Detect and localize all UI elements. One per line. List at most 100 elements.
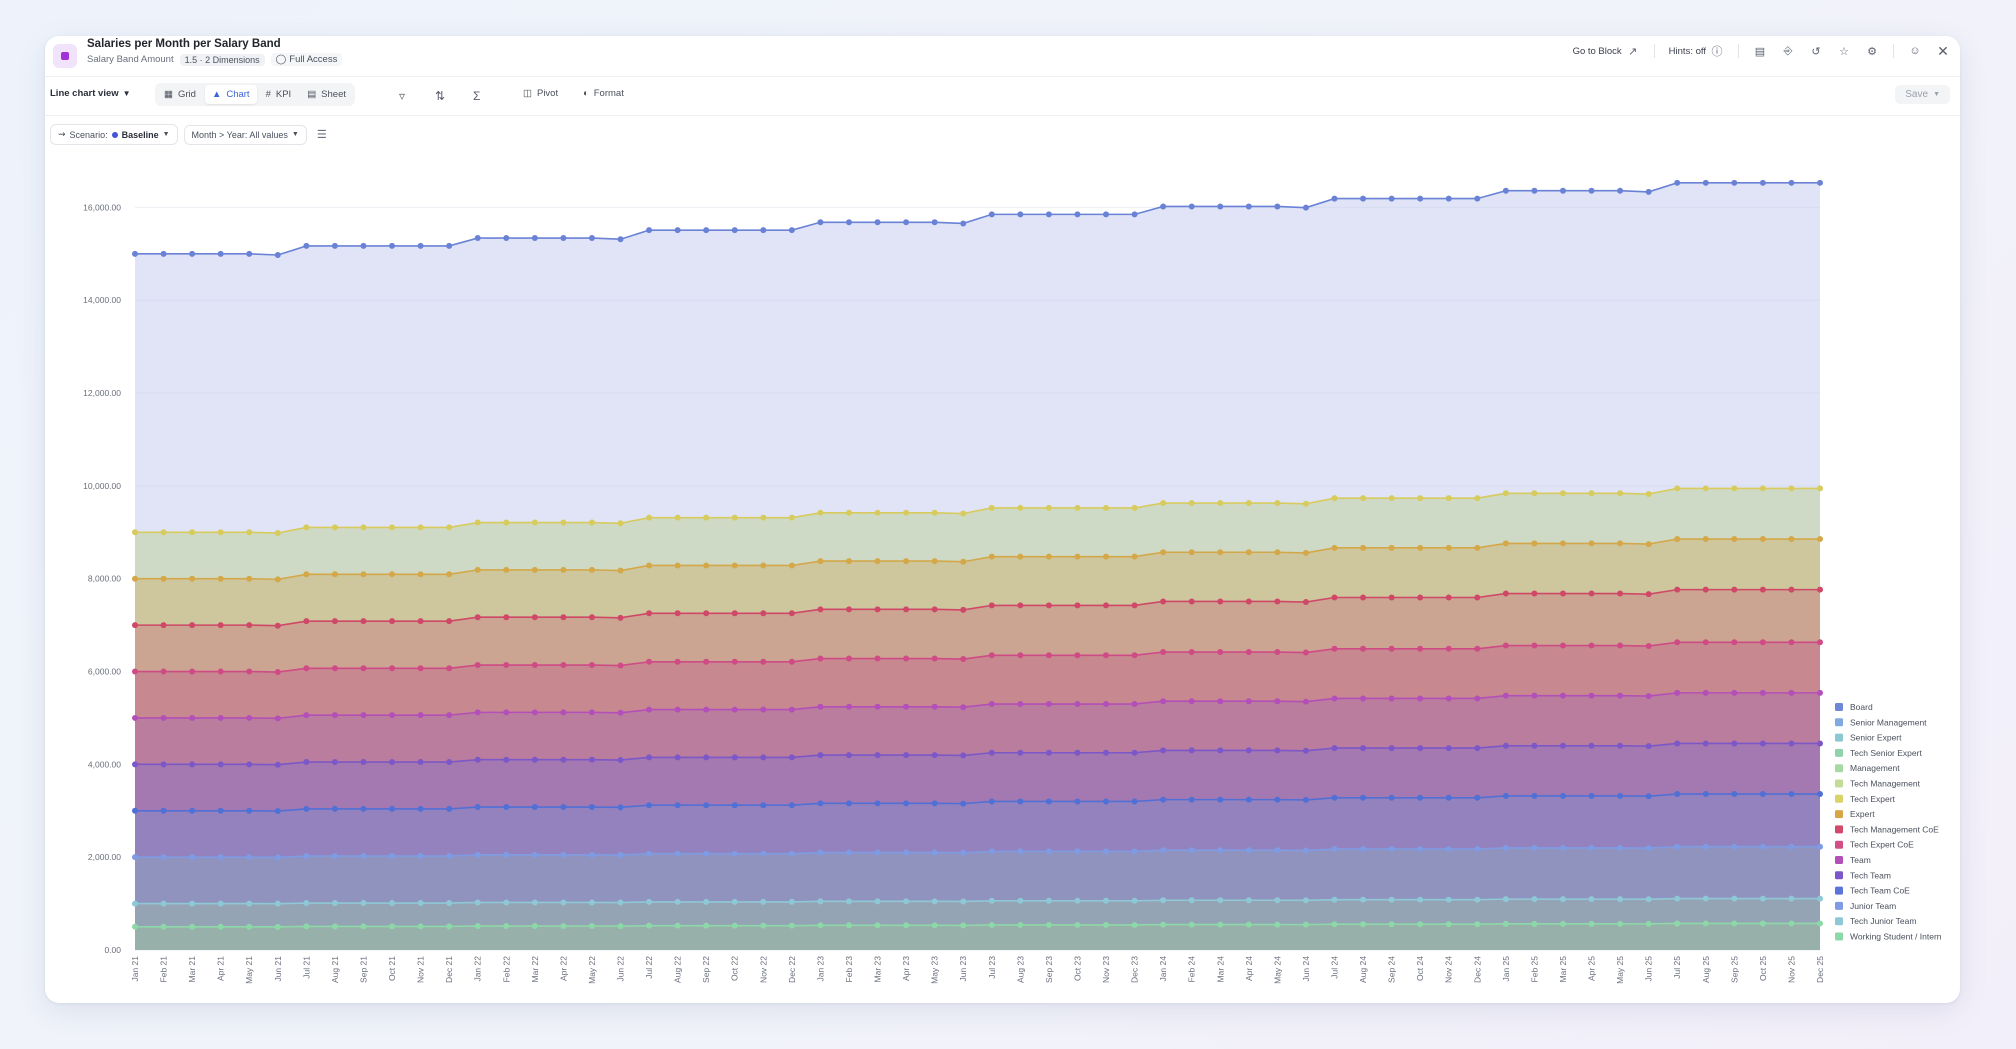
data-point (160, 714, 167, 721)
data-point (1245, 796, 1252, 803)
format-button[interactable]: ◐ Format (583, 88, 624, 99)
data-point (874, 849, 881, 856)
star-icon[interactable]: ☆ (1839, 45, 1849, 58)
data-point (1388, 896, 1395, 903)
data-point (903, 898, 910, 905)
dimensions-badge[interactable]: 1.5 · 2 Dimensions (179, 53, 265, 66)
legend-swatch (1835, 840, 1843, 849)
data-point (274, 761, 281, 768)
data-point (1217, 649, 1224, 656)
gear-icon[interactable]: ⚙ (1867, 45, 1877, 58)
series-line (135, 692, 1820, 720)
save-button[interactable]: Save ▼ (1895, 85, 1950, 104)
data-point (646, 514, 653, 521)
legend-item: Tech Senior Expert (1850, 748, 1922, 758)
filter-icon[interactable]: ▿ (399, 89, 406, 103)
data-point (1331, 846, 1338, 853)
data-point (874, 898, 881, 905)
pivot-button[interactable]: ◫ Pivot (523, 88, 558, 99)
data-point (1103, 602, 1110, 609)
data-point (674, 898, 681, 905)
data-point (731, 922, 738, 929)
data-point (874, 509, 881, 516)
data-point (1702, 536, 1709, 543)
legend-swatch (1835, 764, 1843, 773)
history-icon[interactable]: ↺ (1811, 45, 1821, 58)
tab-sheet[interactable]: ▤ Sheet (300, 85, 353, 104)
data-point (845, 898, 852, 905)
legend-swatch (1835, 810, 1843, 819)
x-tick-label: Dec 23 (1130, 956, 1140, 983)
view-select[interactable]: Line chart view ▼ (50, 88, 131, 99)
sheet-icon: ▤ (307, 89, 317, 100)
data-point (1417, 594, 1424, 601)
user-settings-icon[interactable]: ☺ (1909, 45, 1921, 57)
data-point (1131, 211, 1138, 218)
data-point (1217, 549, 1224, 556)
data-point (1531, 742, 1538, 749)
data-point (703, 850, 710, 857)
data-point (503, 851, 510, 858)
data-point (874, 800, 881, 807)
legend-swatch (1835, 825, 1843, 834)
data-point (1188, 649, 1195, 656)
data-point (360, 618, 367, 625)
data-point (1588, 844, 1595, 851)
sort-icon[interactable]: ⇅ (435, 89, 446, 103)
tab-chart[interactable]: ▲ Chart (204, 85, 257, 104)
data-point (1188, 500, 1195, 507)
tab-kpi[interactable]: # KPI (259, 85, 299, 104)
series-line (135, 845, 1820, 859)
go-to-block-button[interactable]: Go to Block ↗ (1573, 44, 1640, 58)
share-icon[interactable]: ⎆ (1783, 44, 1793, 57)
data-point (1702, 740, 1709, 747)
month-year-filter[interactable]: Month > Year: All values ▼ (183, 124, 307, 145)
data-point (845, 800, 852, 807)
data-point (588, 923, 595, 930)
series-line (135, 182, 1820, 256)
data-point (703, 898, 710, 905)
scenario-filter[interactable]: ⇝ Scenario: Baseline ▼ (50, 124, 178, 145)
x-tick-label: Oct 23 (1072, 956, 1082, 981)
data-point (988, 897, 995, 904)
data-point (160, 668, 167, 675)
x-tick-label: Jan 25 (1501, 956, 1511, 982)
data-point (988, 553, 995, 560)
data-point (160, 900, 167, 907)
data-point (845, 558, 852, 565)
access-badge[interactable]: ◯ Full Access (270, 53, 343, 66)
close-icon[interactable]: ✕ (1937, 42, 1949, 59)
data-point (1445, 695, 1452, 702)
data-point (1188, 549, 1195, 556)
data-point (1731, 843, 1738, 850)
data-point (1360, 195, 1367, 202)
data-point (303, 665, 310, 672)
data-point (360, 805, 367, 812)
stacked-area-chart: 0.00 2,000.00 4,000.00 6,000.00 8,000.00 10,0… (83, 179, 1942, 984)
series-line (135, 487, 1820, 534)
data-point (1559, 642, 1566, 649)
divider (1653, 44, 1655, 58)
x-tick-label: Sep 25 (1729, 956, 1739, 983)
sliders-icon[interactable]: ☰ (316, 129, 327, 141)
data-point (617, 520, 624, 527)
tab-grid-label: Grid (177, 89, 196, 100)
data-point (303, 571, 310, 578)
x-tick-label: Jul 23 (987, 956, 997, 979)
data-point (1131, 749, 1138, 756)
data-point (132, 900, 138, 907)
data-point (246, 761, 253, 768)
data-point (189, 761, 196, 768)
data-point (189, 250, 196, 257)
data-point (1702, 791, 1709, 798)
filter-bar: ⇝ Scenario: Baseline ▼ Month > Year: All… (50, 124, 327, 145)
tab-grid[interactable]: ▦ Grid (157, 85, 203, 104)
legend-swatch (1835, 917, 1843, 926)
hints-toggle[interactable]: Hints: off ⓘ (1669, 44, 1724, 59)
x-tick-label: Apr 21 (216, 956, 226, 981)
note-icon[interactable]: ▤ (1754, 45, 1766, 58)
sum-icon[interactable]: Σ (473, 89, 481, 103)
data-point (246, 923, 253, 930)
data-point (1017, 602, 1024, 609)
data-point (1645, 845, 1652, 852)
